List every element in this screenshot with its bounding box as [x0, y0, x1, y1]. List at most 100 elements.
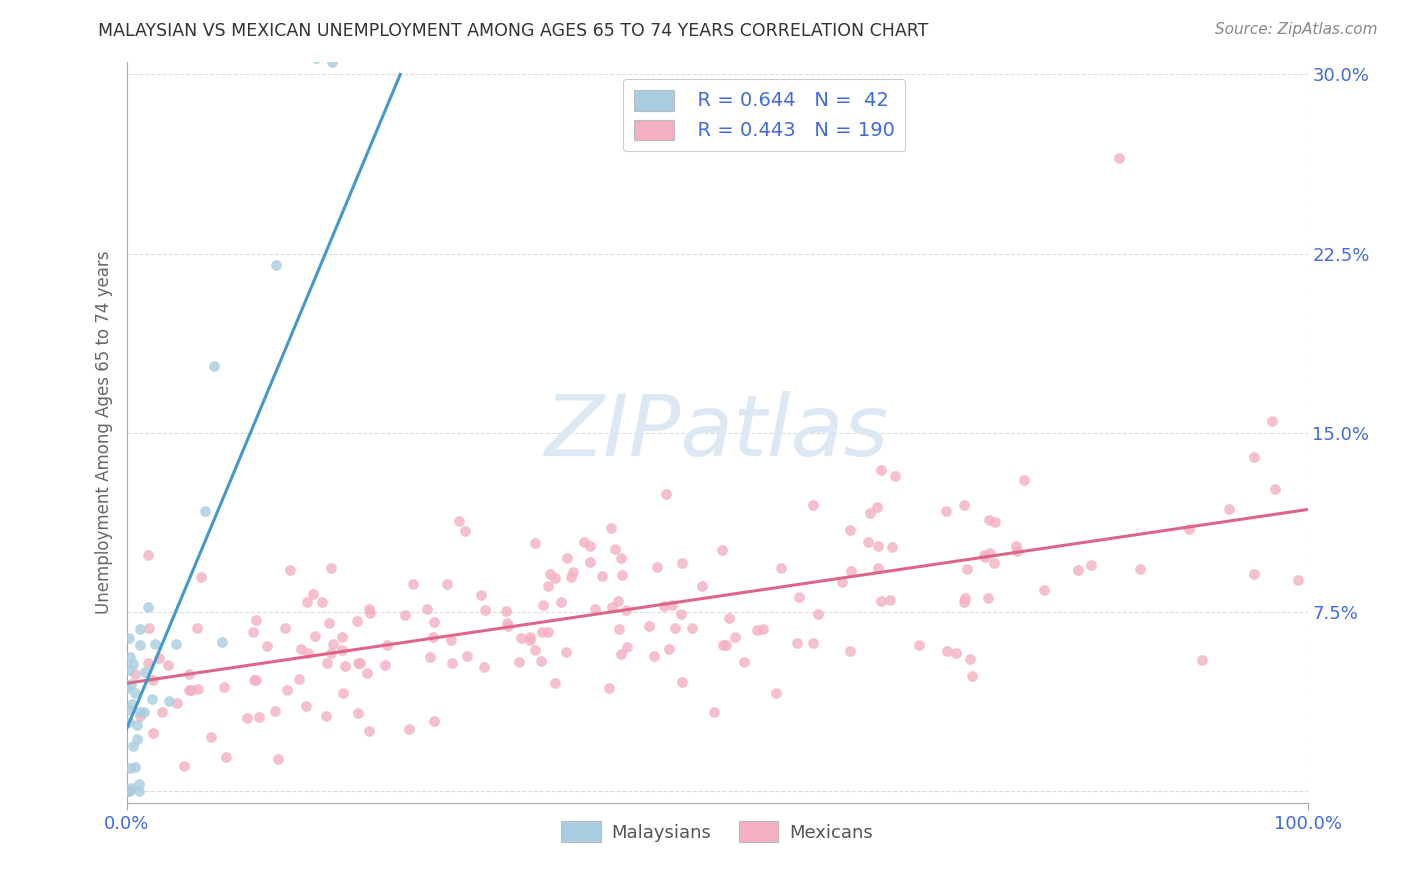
Mexicans [1191, 653, 1213, 667]
Mexicans [1218, 501, 1240, 516]
Mexicans [661, 599, 683, 613]
Malaysians [124, 686, 146, 700]
Malaysians [122, 739, 145, 753]
Mexicans [953, 499, 976, 513]
Mexicans [295, 595, 318, 609]
Mexicans [215, 750, 238, 764]
Mexicans [960, 669, 983, 683]
Malaysians [115, 784, 138, 798]
Mexicans [658, 642, 681, 657]
Malaysians [124, 760, 146, 774]
Mexicans [422, 630, 444, 644]
Mexicans [870, 463, 893, 477]
Mexicans [884, 468, 907, 483]
Malaysians [264, 258, 287, 272]
Mexicans [973, 548, 995, 562]
Mexicans [671, 674, 693, 689]
Mexicans [245, 613, 267, 627]
Mexicans [200, 730, 222, 744]
Mexicans [614, 603, 637, 617]
Mexicans [235, 711, 257, 725]
Malaysians [165, 637, 187, 651]
Mexicans [1178, 522, 1201, 536]
Mexicans [703, 706, 725, 720]
Mexicans [574, 535, 596, 549]
Malaysians [120, 677, 142, 691]
Mexicans [519, 630, 541, 644]
Mexicans [321, 561, 343, 575]
Mexicans [128, 709, 150, 723]
Mexicans [138, 548, 160, 562]
Mexicans [1286, 573, 1309, 587]
Malaysians [128, 705, 150, 719]
Mexicans [839, 565, 862, 579]
Mexicans [908, 638, 931, 652]
Mexicans [831, 574, 853, 589]
Text: MALAYSIAN VS MEXICAN UNEMPLOYMENT AMONG AGES 65 TO 74 YEARS CORRELATION CHART: MALAYSIAN VS MEXICAN UNEMPLOYMENT AMONG … [98, 22, 929, 40]
Mexicans [955, 591, 977, 605]
Mexicans [870, 594, 893, 608]
Mexicans [375, 638, 398, 652]
Mexicans [179, 667, 201, 681]
Mexicans [359, 724, 381, 739]
Mexicans [142, 673, 165, 687]
Mexicans [190, 570, 212, 584]
Mexicans [1014, 473, 1036, 487]
Mexicans [256, 640, 278, 654]
Mexicans [214, 680, 236, 694]
Malaysians [128, 638, 150, 652]
Mexicans [550, 595, 572, 609]
Mexicans [357, 601, 380, 615]
Mexicans [319, 647, 342, 661]
Text: Source: ZipAtlas.com: Source: ZipAtlas.com [1215, 22, 1378, 37]
Mexicans [600, 521, 623, 535]
Mexicans [733, 655, 755, 669]
Mexicans [242, 673, 264, 687]
Mexicans [267, 752, 290, 766]
Mexicans [166, 697, 188, 711]
Mexicans [1080, 558, 1102, 572]
Malaysians [134, 665, 156, 679]
Mexicans [301, 587, 323, 601]
Mexicans [579, 556, 602, 570]
Mexicans [496, 616, 519, 631]
Mexicans [315, 656, 337, 670]
Malaysians [194, 504, 217, 518]
Mexicans [311, 595, 333, 609]
Mexicans [600, 599, 623, 614]
Malaysians [204, 359, 226, 374]
Mexicans [245, 673, 267, 688]
Malaysians [118, 784, 141, 798]
Mexicans [603, 542, 626, 557]
Mexicans [868, 539, 890, 553]
Mexicans [973, 550, 995, 565]
Mexicans [557, 550, 579, 565]
Mexicans [1264, 483, 1286, 497]
Mexicans [765, 686, 787, 700]
Mexicans [315, 709, 337, 723]
Mexicans [335, 659, 357, 673]
Mexicans [711, 638, 734, 652]
Mexicans [585, 602, 607, 616]
Mexicans [1007, 544, 1029, 558]
Mexicans [142, 726, 165, 740]
Mexicans [807, 607, 830, 621]
Mexicans [724, 630, 747, 644]
Mexicans [356, 666, 378, 681]
Mexicans [288, 672, 311, 686]
Mexicans [856, 534, 879, 549]
Mexicans [290, 642, 312, 657]
Malaysians [141, 692, 163, 706]
Mexicans [544, 571, 567, 585]
Mexicans [538, 567, 561, 582]
Mexicans [519, 632, 541, 647]
Mexicans [186, 621, 208, 635]
Legend: Malaysians, Mexicans: Malaysians, Mexicans [554, 814, 880, 849]
Malaysians [128, 784, 150, 798]
Mexicans [1108, 151, 1130, 165]
Malaysians [118, 714, 141, 729]
Mexicans [671, 557, 693, 571]
Mexicans [718, 611, 741, 625]
Mexicans [474, 603, 496, 617]
Mexicans [136, 656, 159, 670]
